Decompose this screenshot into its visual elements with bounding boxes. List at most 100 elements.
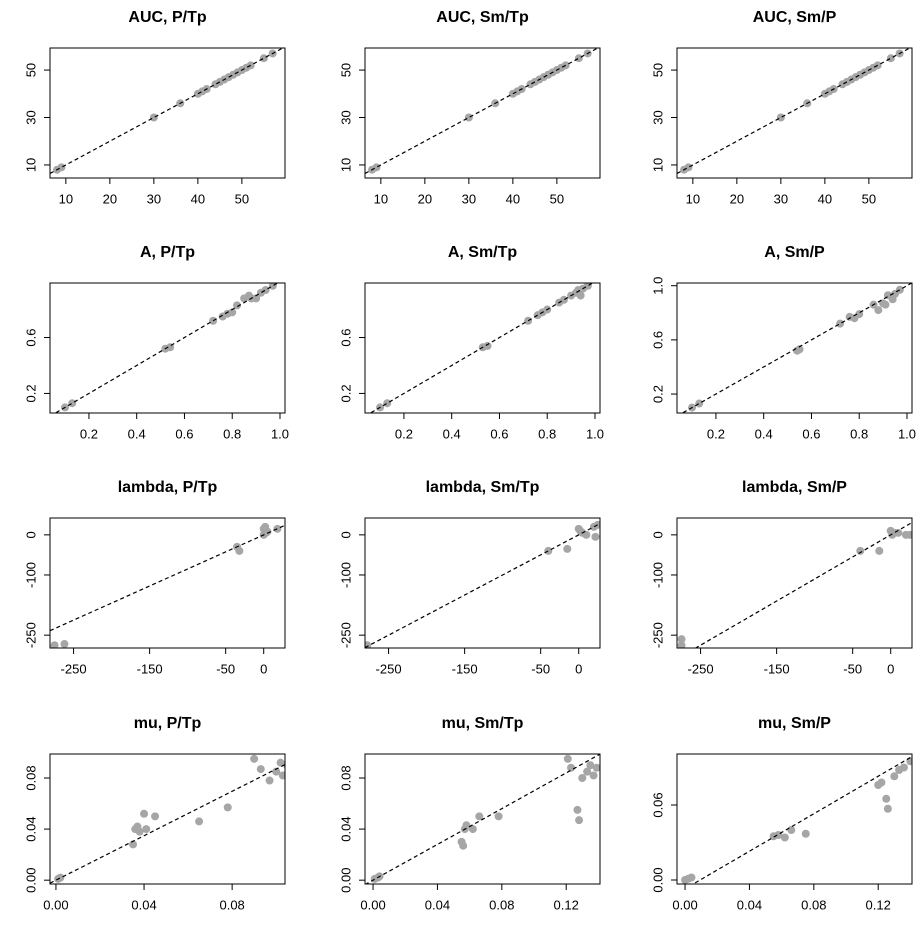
x-tick-label: 0.6 bbox=[490, 426, 508, 441]
y-tick-label: 50 bbox=[338, 63, 353, 77]
point bbox=[677, 635, 686, 644]
point bbox=[252, 294, 261, 303]
point bbox=[886, 54, 895, 63]
x-tick-label: 0.08 bbox=[489, 897, 514, 912]
y-tick-label: -100 bbox=[650, 562, 665, 588]
point bbox=[56, 873, 65, 882]
x-tick-label: 0.04 bbox=[131, 897, 156, 912]
point bbox=[265, 776, 274, 785]
point bbox=[591, 532, 600, 541]
point bbox=[459, 841, 468, 850]
y-tick-label: 0.6 bbox=[338, 328, 353, 346]
point bbox=[228, 308, 237, 317]
x-tick-label: 0.2 bbox=[707, 426, 725, 441]
point bbox=[259, 54, 268, 63]
point bbox=[589, 771, 598, 780]
point bbox=[149, 113, 158, 122]
point bbox=[273, 524, 282, 533]
x-tick-label: 0.4 bbox=[755, 426, 773, 441]
y-tick-label: 0 bbox=[23, 531, 38, 538]
reference-line bbox=[694, 521, 912, 648]
chart-title: AUC, P/Tp bbox=[128, 9, 206, 26]
point bbox=[882, 794, 891, 803]
y-tick-label: 0.00 bbox=[23, 868, 38, 893]
point bbox=[787, 826, 796, 834]
x-tick-label: 20 bbox=[103, 191, 117, 206]
x-tick-label: 50 bbox=[550, 191, 564, 206]
x-tick-label: -250 bbox=[376, 661, 402, 676]
point bbox=[801, 829, 810, 838]
point bbox=[494, 812, 503, 821]
x-tick-label: 50 bbox=[862, 191, 876, 206]
point bbox=[468, 825, 477, 834]
x-tick-label: 50 bbox=[235, 191, 249, 206]
point bbox=[142, 825, 151, 834]
x-tick-label: 40 bbox=[191, 191, 205, 206]
point bbox=[576, 291, 585, 300]
point bbox=[383, 399, 392, 408]
x-tick-label: -150 bbox=[137, 661, 163, 676]
y-tick-label: 1.0 bbox=[650, 277, 665, 295]
y-tick-label: 0.2 bbox=[338, 384, 353, 402]
point bbox=[593, 520, 600, 529]
point bbox=[544, 546, 553, 555]
point bbox=[60, 639, 69, 648]
x-tick-label: 40 bbox=[818, 191, 832, 206]
point bbox=[582, 530, 591, 539]
x-tick-label: 0.2 bbox=[80, 426, 98, 441]
point bbox=[263, 527, 272, 536]
point bbox=[776, 113, 785, 122]
x-tick-label: 0.00 bbox=[672, 897, 697, 912]
point bbox=[57, 163, 66, 172]
y-tick-label: -100 bbox=[23, 562, 38, 588]
point bbox=[151, 812, 160, 821]
reference-line bbox=[677, 48, 912, 175]
point bbox=[836, 319, 845, 328]
plot-frame bbox=[364, 517, 601, 649]
plot-frame bbox=[49, 517, 286, 649]
point bbox=[573, 805, 582, 814]
y-tick-label: -250 bbox=[23, 622, 38, 648]
x-tick-label: 0.04 bbox=[737, 897, 762, 912]
x-tick-label: 30 bbox=[774, 191, 788, 206]
x-tick-label: -150 bbox=[764, 661, 790, 676]
x-tick-label: 0.08 bbox=[219, 897, 244, 912]
y-tick-label: 0.6 bbox=[23, 328, 38, 346]
y-tick-label: 30 bbox=[650, 110, 665, 124]
chart-title: A, Sm/P bbox=[764, 244, 825, 261]
point bbox=[250, 754, 259, 763]
reference-line bbox=[50, 48, 285, 175]
plot-frame bbox=[676, 753, 913, 885]
x-tick-label: 0 bbox=[260, 661, 267, 676]
x-tick-label: 0.8 bbox=[850, 426, 868, 441]
point bbox=[894, 528, 903, 537]
point bbox=[890, 772, 899, 781]
point bbox=[567, 763, 576, 772]
x-tick-label: 0.4 bbox=[443, 426, 461, 441]
x-tick-label: 1.0 bbox=[898, 426, 916, 441]
y-tick-label: 0.08 bbox=[338, 765, 353, 790]
x-tick-label: 40 bbox=[506, 191, 520, 206]
point bbox=[905, 530, 912, 539]
plot-frame bbox=[676, 282, 913, 414]
y-tick-label: 0.6 bbox=[650, 331, 665, 349]
y-tick-label: 10 bbox=[650, 158, 665, 172]
point bbox=[272, 767, 281, 776]
point bbox=[563, 754, 572, 763]
plot-frame bbox=[49, 282, 286, 414]
x-tick-label: 20 bbox=[418, 191, 432, 206]
point bbox=[780, 833, 789, 842]
point bbox=[372, 163, 381, 172]
point bbox=[559, 295, 568, 304]
point bbox=[583, 767, 592, 776]
point bbox=[261, 285, 270, 294]
chart-title: mu, P/Tp bbox=[134, 715, 202, 732]
reference-line bbox=[50, 764, 285, 884]
plot-frame bbox=[49, 47, 286, 179]
plot-frame bbox=[364, 282, 601, 414]
x-tick-label: 0.2 bbox=[395, 426, 413, 441]
point bbox=[50, 641, 59, 648]
point bbox=[874, 306, 883, 315]
x-tick-label: 0.4 bbox=[128, 426, 146, 441]
